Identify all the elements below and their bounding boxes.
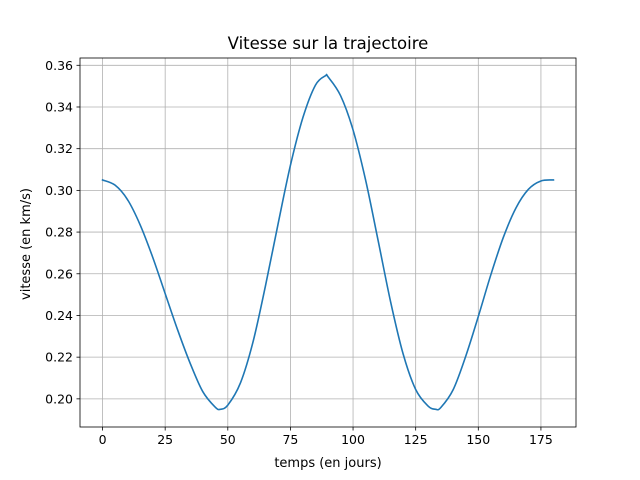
- y-tick-label: 0.24: [45, 308, 73, 323]
- y-tick-label: 0.30: [45, 183, 73, 198]
- chart-title: Vitesse sur la trajectoire: [228, 34, 429, 53]
- ticks: 0 25 50 75 100 125 150 175 0.20 0.22 0.24 0.26 0.28 0…: [45, 58, 553, 447]
- series-line-0: [101, 73, 555, 411]
- y-tick-label: 0.22: [45, 350, 73, 365]
- plot-frame: [79, 57, 577, 428]
- x-tick-label: 0: [99, 432, 107, 447]
- y-tick-label: 0.32: [45, 141, 73, 156]
- y-tick-label: 0.36: [45, 58, 73, 73]
- x-tick-label: 175: [529, 432, 553, 447]
- x-tick-label: 100: [341, 432, 365, 447]
- series-layer: [101, 73, 555, 411]
- y-axis-label: vitesse (en km/s): [19, 188, 34, 300]
- grid: [80, 58, 576, 427]
- y-tick-label: 0.26: [45, 266, 73, 281]
- y-tick-label: 0.20: [45, 391, 73, 406]
- x-tick-label: 75: [282, 432, 298, 447]
- x-axis-label: temps (en jours): [274, 456, 381, 471]
- x-tick-label: 125: [404, 432, 428, 447]
- x-tick-label: 150: [466, 432, 490, 447]
- y-tick-label: 0.28: [45, 225, 73, 240]
- x-tick-label: 25: [157, 432, 173, 447]
- y-tick-label: 0.34: [45, 99, 73, 114]
- x-tick-label: 50: [220, 432, 236, 447]
